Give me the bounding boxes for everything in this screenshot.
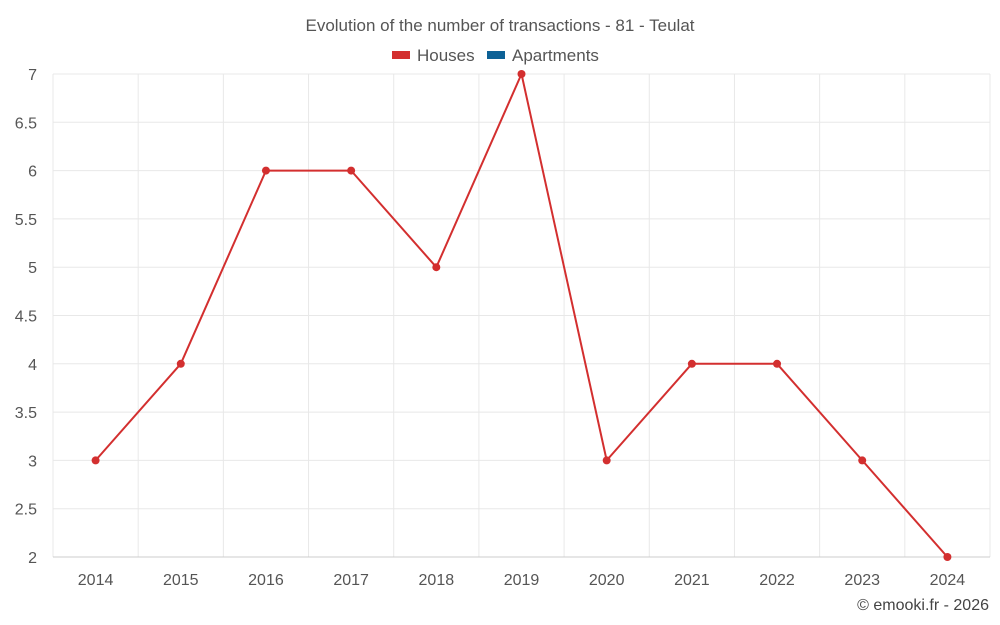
legend-swatch-houses <box>392 51 410 59</box>
y-tick-label: 6.5 <box>15 115 37 132</box>
credit-text: © emooki.fr - 2026 <box>857 597 989 614</box>
x-tick-label: 2014 <box>78 572 114 589</box>
y-tick-label: 4.5 <box>15 309 37 326</box>
legend-item-apartments[interactable]: Apartments <box>487 46 599 65</box>
data-point-houses[interactable] <box>432 263 441 272</box>
y-gridlines <box>53 73 990 510</box>
data-point-houses[interactable] <box>91 456 100 465</box>
y-tick-label: 2 <box>28 550 37 567</box>
data-point-houses[interactable] <box>687 359 696 368</box>
data-point-houses[interactable] <box>602 456 611 465</box>
x-tick-label: 2016 <box>248 572 284 589</box>
x-gridlines <box>52 74 991 557</box>
legend-item-houses[interactable]: Houses <box>392 46 475 65</box>
x-tick-label: 2018 <box>419 572 455 589</box>
data-point-houses[interactable] <box>858 456 867 465</box>
y-tick-label: 4 <box>28 357 37 374</box>
data-point-houses[interactable] <box>517 70 526 78</box>
y-tick-label: 5 <box>28 260 37 277</box>
legend-swatch-apartments <box>487 51 505 59</box>
legend-label-houses: Houses <box>417 46 475 65</box>
data-point-houses[interactable] <box>347 166 356 175</box>
y-tick-label: 3 <box>28 453 37 470</box>
x-tick-label: 2021 <box>674 572 710 589</box>
y-tick-label: 2.5 <box>15 502 37 519</box>
x-tick-label: 2019 <box>504 572 540 589</box>
data-point-houses[interactable] <box>773 359 782 368</box>
y-tick-label: 3.5 <box>15 405 37 422</box>
x-tick-label: 2023 <box>844 572 880 589</box>
x-axis-ticks: 2014 2015 2016 2017 2018 2019 2020 2021 2022 2023… <box>78 572 966 589</box>
x-tick-label: 2017 <box>333 572 369 589</box>
x-tick-label: 2015 <box>163 572 199 589</box>
legend[interactable]: Houses Apartments <box>392 46 599 65</box>
series-layer <box>91 70 952 561</box>
x-tick-label: 2022 <box>759 572 795 589</box>
x-tick-label: 2024 <box>930 572 966 589</box>
y-tick-label: 7 <box>28 67 37 84</box>
legend-label-apartments: Apartments <box>512 46 599 65</box>
y-tick-label: 5.5 <box>15 212 37 229</box>
y-axis-ticks: 2 2.5 3 3.5 4 4.5 5 5.5 6 6.5 7 <box>15 67 37 567</box>
y-tick-label: 6 <box>28 164 37 181</box>
x-tick-label: 2020 <box>589 572 625 589</box>
data-point-houses[interactable] <box>176 359 185 368</box>
data-point-houses[interactable] <box>261 166 270 175</box>
chart-title: Evolution of the number of transactions … <box>305 16 694 35</box>
data-point-houses[interactable] <box>943 553 952 561</box>
